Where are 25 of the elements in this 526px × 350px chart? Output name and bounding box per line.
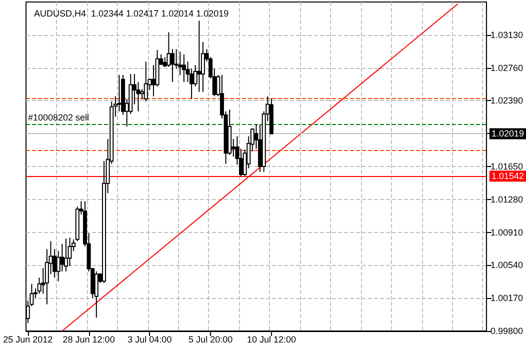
y-tick-label: 1.01280 xyxy=(490,194,524,204)
y-tick-label: 1.00540 xyxy=(490,260,524,270)
y-tick-label: 1.00170 xyxy=(490,293,524,304)
ref-line-label: #10008202 sell xyxy=(28,112,90,122)
candlestick xyxy=(144,61,148,102)
y-tick-label: 1.02390 xyxy=(490,96,524,106)
candlestick xyxy=(197,20,202,92)
candlestick xyxy=(94,270,98,318)
y-tick-label: 1.03130 xyxy=(490,30,524,40)
x-tick-label: 10 Jul 12:00 xyxy=(246,334,296,344)
x-tick-label: 3 Jul 04:00 xyxy=(128,334,172,344)
candlestick xyxy=(182,54,186,83)
y-tick-label: 0.99800 xyxy=(490,326,524,336)
ref-line-label: 1.02019 xyxy=(491,128,524,139)
x-tick-label: 25 Jun 2012 xyxy=(3,334,53,344)
y-tick-label: 1.02760 xyxy=(490,62,524,73)
candlestick xyxy=(64,238,68,272)
x-tick-label: 5 Jul 20:00 xyxy=(188,334,233,344)
y-tick-label: 1.00910 xyxy=(490,227,524,238)
text: AUDUSD,H4 1.02344 1.02417 1.02014 1.02019 xyxy=(34,8,229,18)
y-tick-label: 1.01650 xyxy=(490,162,524,172)
candlestick xyxy=(178,51,182,76)
x-tick-label: 28 Jun 12:00 xyxy=(62,334,115,344)
candlestick xyxy=(170,48,175,83)
ref-line-label: 1.01542 xyxy=(491,171,524,182)
